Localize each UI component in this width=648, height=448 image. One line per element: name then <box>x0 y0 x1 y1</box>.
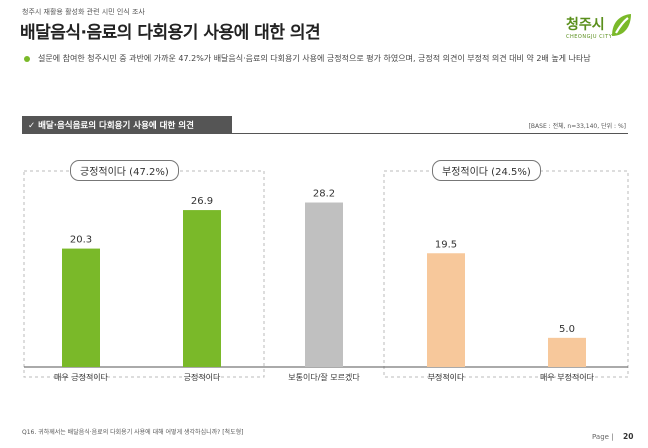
bar-2 <box>183 210 221 367</box>
value-label-4: 19.5 <box>435 239 457 250</box>
category-label-1: 매우 긍정적이다 <box>54 372 109 382</box>
positive-group-label: 긍정적이다 (47.2%) <box>70 160 179 181</box>
cheongju-logo: 청주시 CHEONGJU CITY <box>566 12 636 46</box>
bar-5 <box>548 337 586 367</box>
page-number: 20 <box>623 432 634 441</box>
category-label-4: 부정적이다 <box>428 372 465 382</box>
positive-group-box <box>23 170 265 378</box>
bar-4 <box>427 253 465 367</box>
leaf-icon <box>612 14 631 36</box>
value-label-5: 5.0 <box>559 324 575 335</box>
value-label-1: 20.3 <box>70 235 92 246</box>
category-label-5: 매우 부정적이다 <box>540 372 595 382</box>
negative-group-label: 부정적이다 (24.5%) <box>432 160 541 181</box>
bar-chart-svg: 20.3 매우 긍정적이다 26.9 긍정적이다 28.2 보통이다/잘 모르겠다 19.5… <box>23 170 629 382</box>
category-label-2: 긍정적이다 <box>184 372 221 382</box>
bar-3 <box>305 202 343 367</box>
bar-1 <box>62 248 100 367</box>
section-divider <box>232 133 628 134</box>
page-title: 배달음식·음료의 다회용기 사용에 대한 의견 <box>20 23 321 43</box>
section-header-band: ✓ 배달·음식음료의 다회용기 사용에 대한 의견 <box>22 116 232 134</box>
page-label: Page | <box>592 433 614 441</box>
section-header: ✓ 배달·음식음료의 다회용기 사용에 대한 의견 [BASE : 전체, n=… <box>22 116 628 134</box>
section-title: ✓ 배달·음식음료의 다회용기 사용에 대한 의견 <box>28 121 194 131</box>
question-footnote: Q16. 귀하께서는 배달음식·음료의 다회용기 사용에 대해 어떻게 생각하십… <box>22 429 244 436</box>
logo-subtext: CHEONGJU CITY <box>566 34 613 40</box>
opinion-chart: 20.3 매우 긍정적이다 26.9 긍정적이다 28.2 보통이다/잘 모르겠다 19.5… <box>0 140 648 400</box>
bullet-icon <box>24 55 30 62</box>
logo-text: 청주시 <box>566 17 605 33</box>
value-label-3: 28.2 <box>313 189 335 200</box>
category-label-3: 보통이다/잘 모르겠다 <box>288 372 360 382</box>
summary-line: 설문에 참여한 청주시민 중 과반에 가까운 47.2%가 배달음식·음료의 다… <box>24 53 591 64</box>
summary-text: 설문에 참여한 청주시민 중 과반에 가까운 47.2%가 배달음식·음료의 다… <box>38 54 591 63</box>
value-label-2: 26.9 <box>191 196 213 207</box>
report-supertitle: 청주시 재활용 활성화 관련 시민 인식 조사 <box>22 8 145 16</box>
negative-group-box <box>383 170 629 378</box>
base-note: [BASE : 전체, n=33,140, 단위 : %] <box>528 123 626 130</box>
